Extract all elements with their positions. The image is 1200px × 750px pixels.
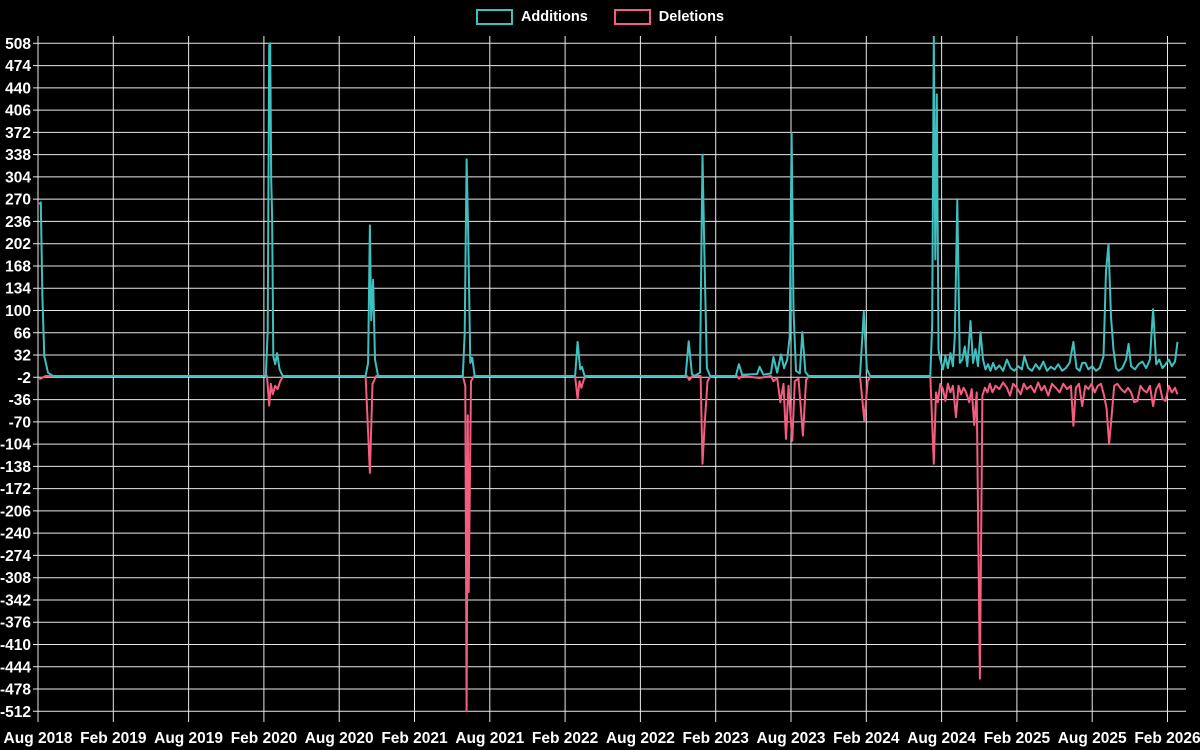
legend-item-deletions: Deletions xyxy=(613,9,725,25)
y-gridlines xyxy=(33,42,1186,712)
legend-label-additions: Additions xyxy=(520,9,588,25)
x-axis-label: Aug 2020 xyxy=(305,730,374,747)
x-axis-label: Feb 2026 xyxy=(1134,730,1200,747)
y-axis-label: 202 xyxy=(5,236,31,253)
y-axis-label: -104 xyxy=(0,437,31,454)
x-axis-label: Feb 2019 xyxy=(80,730,147,747)
y-axis-label: -70 xyxy=(9,414,31,431)
y-axis-label: 440 xyxy=(5,80,31,97)
series-lines xyxy=(38,36,1179,713)
y-axis-label: 270 xyxy=(5,192,31,209)
y-axis-label: -376 xyxy=(0,615,31,632)
x-axis-label: Feb 2024 xyxy=(833,730,900,747)
y-axis-label: 236 xyxy=(5,214,31,231)
y-axis-label: 338 xyxy=(5,147,31,164)
x-axis-label: Feb 2022 xyxy=(532,730,598,747)
x-axis-label: Feb 2021 xyxy=(381,730,448,747)
y-axis-label: -410 xyxy=(0,637,31,654)
x-axis-labels: Aug 2018 Feb 2019 Aug 2019 Feb 2020 Aug 2020… xyxy=(4,730,1200,747)
y-axis-label: 508 xyxy=(5,36,31,53)
y-axis-label: -240 xyxy=(0,526,31,543)
y-axis-label: 406 xyxy=(5,103,31,120)
x-axis-label: Aug 2023 xyxy=(757,730,826,747)
y-axis-label: -172 xyxy=(0,481,31,498)
additions-swatch-icon xyxy=(475,9,513,25)
x-axis-label: Aug 2019 xyxy=(154,730,223,747)
y-axis-labels: 508 474 440 406 372 338 304 270 236 202 168 134 100 6… xyxy=(0,36,31,721)
chart-legend: Additions Deletions xyxy=(0,7,1200,27)
y-axis-label: 168 xyxy=(5,258,31,275)
y-axis-label: 100 xyxy=(5,303,31,320)
x-axis-label: Aug 2021 xyxy=(455,730,524,747)
x-axis-label: Aug 2018 xyxy=(4,730,73,747)
x-axis-label: Aug 2024 xyxy=(907,730,976,747)
x-axis-label: Aug 2022 xyxy=(606,730,675,747)
y-axis-label: -36 xyxy=(9,392,32,409)
y-axis-label: 66 xyxy=(14,325,32,342)
y-axis-label: -512 xyxy=(0,704,31,721)
x-axis-label: Feb 2025 xyxy=(984,730,1051,747)
x-axis-label: Feb 2023 xyxy=(683,730,750,747)
y-axis-label: 372 xyxy=(5,125,31,142)
y-axis-label: -2 xyxy=(17,370,31,387)
y-axis-label: -478 xyxy=(0,682,31,699)
legend-label-deletions: Deletions xyxy=(658,9,725,25)
additions-line xyxy=(38,36,1179,377)
y-axis-label: 134 xyxy=(5,281,31,298)
y-axis-label: -138 xyxy=(0,459,31,476)
y-axis-label: 32 xyxy=(14,348,31,365)
y-axis-label: -444 xyxy=(0,659,31,676)
y-axis-label: -308 xyxy=(0,570,31,587)
y-axis-label: -274 xyxy=(0,548,31,565)
legend-item-additions: Additions xyxy=(475,9,588,25)
deletions-swatch-icon xyxy=(613,9,651,25)
x-axis-label: Aug 2025 xyxy=(1058,730,1127,747)
y-axis-label: -342 xyxy=(0,592,31,609)
y-axis-label: 474 xyxy=(5,58,31,75)
x-axis-label: Feb 2020 xyxy=(231,730,297,747)
y-axis-label: 304 xyxy=(5,169,31,186)
y-axis-label: -206 xyxy=(0,503,31,520)
deletions-line xyxy=(38,375,1179,713)
x-gridlines xyxy=(37,36,1168,722)
